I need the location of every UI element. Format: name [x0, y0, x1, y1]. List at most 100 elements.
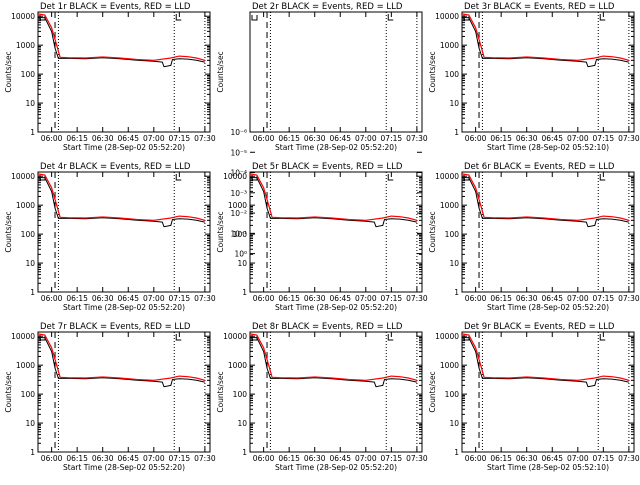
events-series-line: [250, 177, 418, 228]
detector-panel-4: Det 4r BLACK = Events, RED = LLD 1 10 100 10…: [4, 162, 216, 312]
x-tick-label: 06:30: [92, 454, 114, 463]
plot-frame: [37, 171, 211, 293]
x-tick-label: 06:45: [117, 294, 139, 303]
panel-title: Det 1r BLACK = Events, RED = LLD: [40, 2, 191, 12]
y-tick-label: 1: [242, 448, 247, 457]
y-tick-label: 10: [449, 419, 459, 428]
y-tick-label: 100: [21, 390, 36, 399]
bracket-marker: [175, 174, 182, 181]
detector-panel-8: Det 8r BLACK = Events, RED = LLD 1 10 100 10…: [216, 322, 428, 472]
bracket-marker: [387, 334, 394, 341]
x-axis-label: Start Time (28-Sep-02 05:52:10): [487, 143, 609, 152]
x-tick-label: 07:00: [143, 134, 165, 143]
y-tick-label: 1: [30, 128, 35, 137]
y-tick-label: 1000: [228, 201, 247, 210]
events-series-line: [462, 337, 630, 388]
x-tick-label: 06:45: [541, 294, 563, 303]
panel-title: Det 5r BLACK = Events, RED = LLD: [252, 162, 403, 172]
x-axis-label: Start Time (28-Sep-02 05:52:20): [487, 303, 609, 312]
y-tick-label: 10000: [223, 332, 247, 341]
y-tick-label: 10⁻²: [230, 209, 247, 218]
x-tick-label: 06:15: [66, 294, 88, 303]
x-tick-label: 07:15: [593, 454, 615, 463]
y-tick-label: 10⁰: [234, 250, 247, 259]
x-axis-label: Start Time (28-Sep-02 05:52:20): [63, 463, 185, 472]
y-tick-label: 1: [30, 288, 35, 297]
x-tick-label: 06:15: [278, 134, 300, 143]
x-axis-label: Start Time (28-Sep-02 05:52:20): [275, 303, 397, 312]
bracket-marker: [175, 14, 182, 21]
x-tick-label: 07:30: [618, 454, 640, 463]
x-tick-label: 06:00: [253, 294, 275, 303]
y-tick-label: 1: [454, 128, 459, 137]
y-tick-label: 100: [445, 230, 460, 239]
y-tick-label: 1000: [16, 41, 35, 50]
lld-series-line: [249, 173, 418, 221]
y-tick-label: 10⁻³: [230, 189, 247, 198]
x-tick-label: 06:15: [490, 294, 512, 303]
x-tick-label: 06:45: [117, 134, 139, 143]
detector-panel-2: Det 2r BLACK = Events, RED = LLD 10⁻⁶ 10⁻⁵…: [216, 2, 428, 259]
y-tick-label: 1: [454, 288, 459, 297]
x-tick-label: 06:00: [465, 134, 487, 143]
panel-title: Det 2r BLACK = Events, RED = LLD: [252, 2, 403, 12]
x-tick-label: 06:00: [41, 294, 63, 303]
y-tick-label: 100: [233, 230, 248, 239]
bracket-marker: [387, 14, 394, 21]
x-tick-label: 06:15: [66, 454, 88, 463]
y-tick-label: 10000: [11, 12, 35, 21]
x-axis-label: Start Time (28-Sep-02 05:52:20): [63, 303, 185, 312]
events-series-line: [38, 337, 206, 388]
x-tick-label: 06:15: [278, 454, 300, 463]
y-tick-label: 10: [25, 419, 35, 428]
plot-frame: [37, 11, 211, 133]
lld-series-line: [37, 13, 206, 61]
x-tick-label: 06:15: [66, 134, 88, 143]
x-tick-label: 06:45: [541, 454, 563, 463]
x-tick-label: 06:15: [490, 454, 512, 463]
bracket-marker: [599, 14, 606, 21]
x-tick-label: 07:30: [194, 134, 216, 143]
x-tick-label: 07:30: [406, 454, 428, 463]
y-axis-label: Counts/sec: [4, 51, 13, 92]
x-tick-label: 07:15: [593, 134, 615, 143]
y-tick-label: 10: [237, 419, 247, 428]
lld-series-line: [37, 173, 206, 221]
y-tick-label: 100: [445, 390, 460, 399]
events-series-line: [250, 337, 418, 388]
y-tick-label: 100: [21, 230, 36, 239]
plot-frame: [249, 171, 423, 293]
y-axis-label: Counts/sec: [428, 371, 437, 412]
x-tick-label: 06:30: [92, 134, 114, 143]
y-axis-label: Counts/sec: [4, 211, 13, 252]
x-tick-label: 06:30: [92, 294, 114, 303]
lld-series-line: [37, 333, 206, 381]
y-tick-label: 1: [242, 288, 247, 297]
x-tick-label: 06:00: [465, 454, 487, 463]
x-tick-label: 07:15: [169, 294, 191, 303]
x-tick-label: 07:00: [143, 454, 165, 463]
y-tick-label: 100: [445, 70, 460, 79]
x-tick-label: 06:45: [329, 454, 351, 463]
x-tick-label: 07:00: [143, 294, 165, 303]
bracket-marker: [387, 174, 394, 181]
x-tick-label: 07:15: [169, 134, 191, 143]
x-tick-label: 07:00: [567, 134, 589, 143]
y-tick-label: 10: [449, 259, 459, 268]
panel-title: Det 4r BLACK = Events, RED = LLD: [40, 162, 191, 172]
y-tick-label: 1000: [228, 361, 247, 370]
x-tick-label: 06:30: [516, 294, 538, 303]
lld-series-line: [249, 333, 418, 381]
y-tick-label: 10⁻⁶: [230, 128, 247, 137]
y-tick-label: 1000: [440, 361, 459, 370]
x-tick-label: 07:30: [618, 294, 640, 303]
x-tick-label: 06:30: [304, 454, 326, 463]
y-tick-label: 1000: [16, 201, 35, 210]
x-tick-label: 06:00: [41, 454, 63, 463]
y-tick-label: 1: [30, 448, 35, 457]
detector-panel-7: Det 7r BLACK = Events, RED = LLD 1 10 100 10…: [4, 322, 216, 472]
panel-title: Det 3r BLACK = Events, RED = LLD: [464, 2, 615, 12]
x-tick-label: 07:15: [381, 454, 403, 463]
y-tick-label: 10⁻¹: [230, 229, 247, 238]
